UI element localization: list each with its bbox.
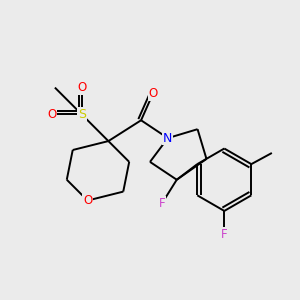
Text: S: S [78,108,86,121]
Text: O: O [77,81,86,94]
Text: F: F [221,228,228,241]
Text: F: F [159,197,165,210]
Text: N: N [163,132,172,145]
Text: O: O [83,194,92,207]
Text: O: O [148,87,158,100]
Text: O: O [47,108,56,121]
